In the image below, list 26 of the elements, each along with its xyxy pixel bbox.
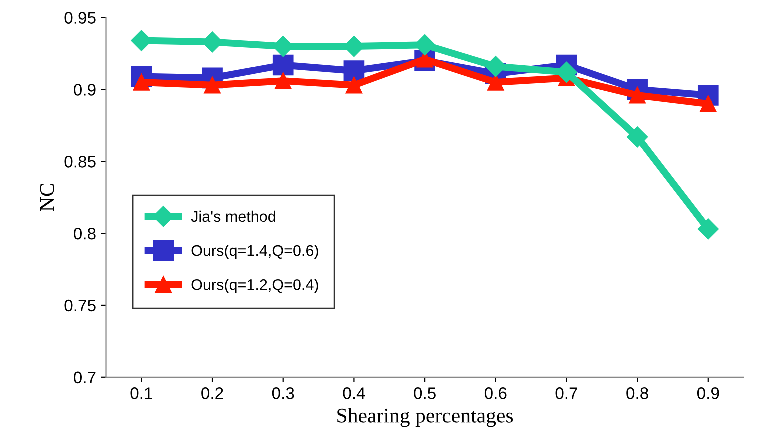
- x-tick-label: 0.3: [272, 388, 294, 400]
- point: [698, 218, 719, 240]
- point: [275, 72, 292, 90]
- x-tick-label: 0.9: [697, 388, 720, 400]
- x-tick-label: 0.4: [343, 388, 366, 400]
- point: [344, 60, 365, 82]
- y-tick-label: 0.85: [64, 156, 96, 168]
- legend-label: Ours(q=1.2,Q=0.4): [192, 279, 318, 294]
- x-tick-label: 0.7: [556, 388, 578, 400]
- y-tick-label: 0.95: [64, 12, 96, 24]
- x-tick-label: 0.5: [414, 388, 436, 400]
- y-axis-title: NC: [40, 184, 54, 212]
- legend-label: Jia's method: [191, 210, 276, 222]
- y-tick-label: 0.75: [64, 300, 96, 312]
- x-axis-title: Shearing percentages: [338, 408, 514, 428]
- x-tick-label: 0.2: [202, 388, 224, 400]
- y-tick-label: 0.9: [74, 84, 96, 96]
- x-tick-label: 0.8: [626, 388, 648, 400]
- point: [346, 77, 363, 94]
- y-tick-label: 0.8: [74, 228, 96, 240]
- point: [627, 126, 648, 148]
- y-tick-label: 0.7: [74, 372, 96, 384]
- legend-label: Ours(q=1.4,Q=0.6): [192, 245, 318, 260]
- x-tick-label: 0.1: [130, 388, 152, 400]
- x-tick-label: 0.6: [484, 388, 507, 400]
- point: [272, 54, 294, 76]
